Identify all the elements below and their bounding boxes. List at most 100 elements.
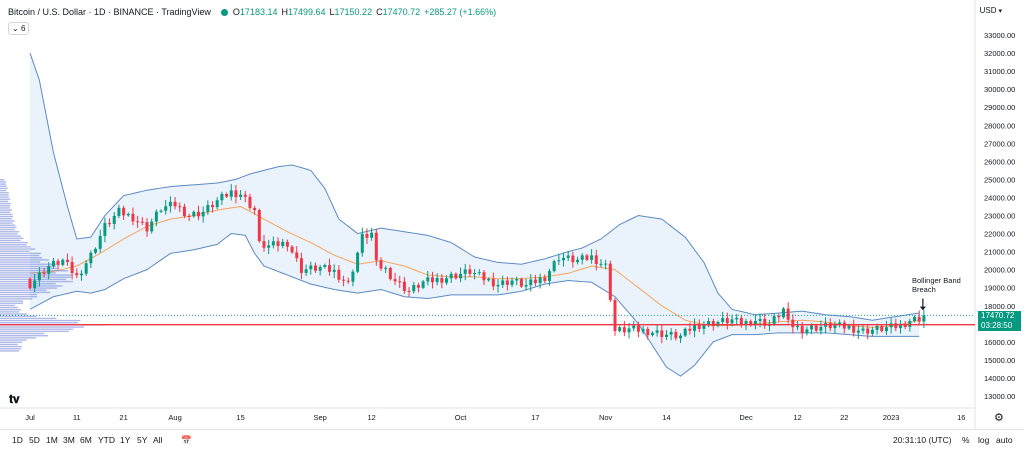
tradingview-logo-icon: 𝐭𝐯 (9, 392, 20, 406)
auto-scale-toggle[interactable]: auto (996, 435, 1013, 445)
candle-body (318, 267, 322, 271)
candle (28, 277, 32, 290)
candle (112, 212, 116, 230)
high-value: 17499.64 (287, 7, 326, 17)
x-tick-label: Oct (455, 413, 468, 422)
gear-icon[interactable]: ⚙ (994, 412, 1004, 424)
candle-body (739, 317, 743, 326)
countdown-tag: 03:28:50 (978, 321, 1021, 331)
candle (491, 272, 495, 291)
candle-body (594, 255, 598, 265)
candle-body (763, 318, 767, 326)
x-tick-label: Aug (168, 413, 181, 422)
candle (337, 265, 341, 283)
candle (131, 207, 135, 226)
candle (70, 256, 74, 280)
candle (898, 320, 902, 334)
candle-body (501, 280, 505, 285)
volume-profile-bar (0, 200, 9, 203)
candle (650, 331, 654, 337)
currency-selector[interactable]: USD (980, 6, 1002, 15)
volume-profile-bar (0, 218, 12, 220)
volume-profile-bar (0, 348, 21, 350)
timeframe-5y[interactable]: 5Y (137, 435, 148, 445)
timeframe-1y[interactable]: 1Y (120, 435, 131, 445)
candle (604, 259, 608, 270)
utc-clock[interactable]: 20:31:10 (UTC) (893, 435, 952, 445)
candle (276, 237, 280, 252)
candle (370, 228, 374, 241)
candle (356, 251, 360, 274)
volume-profile-bar (0, 339, 27, 341)
indicator-collapse-button[interactable]: ⌄ 6 (8, 22, 30, 35)
volume-profile-bar (0, 222, 13, 224)
candle (477, 269, 481, 276)
x-tick-label: Jul (25, 413, 35, 422)
candle-body (168, 201, 172, 207)
calendar-icon[interactable]: 📅 (181, 435, 192, 445)
symbol-title: Bitcoin / U.S. Dollar · 1D · BINANCE · T… (8, 7, 211, 17)
timeframe-all[interactable]: All (153, 435, 163, 445)
bollinger-breach-annotation: Bollinger Band Breach (912, 276, 961, 294)
percent-scale-toggle[interactable]: % (962, 435, 970, 445)
timeframe-3m[interactable]: 3M (63, 435, 75, 445)
candle-body (468, 269, 472, 274)
volume-profile-bar (0, 326, 84, 328)
candle-body (922, 315, 926, 322)
candle (669, 328, 673, 341)
candle (842, 320, 846, 334)
timeframe-5d[interactable]: 5D (29, 435, 40, 445)
candle (225, 192, 229, 199)
candle-body (477, 272, 481, 274)
candle (463, 263, 467, 281)
candle-body (781, 308, 785, 318)
candle (281, 238, 285, 249)
candle (608, 260, 612, 303)
candle-body (346, 280, 350, 282)
timeframe-ytd[interactable]: YTD (98, 435, 115, 445)
volume-profile-bar (0, 265, 56, 268)
candle-body (833, 325, 837, 329)
x-tick-label: 21 (119, 413, 127, 422)
timeframe-1d[interactable]: 1D (12, 435, 23, 445)
candle-body (796, 325, 800, 328)
candle-body (515, 279, 519, 281)
volume-profile-bar (0, 341, 23, 343)
candle (856, 325, 860, 339)
y-tick-label: 14000.00 (984, 374, 1015, 383)
timeframe-6m[interactable]: 6M (80, 435, 92, 445)
candle-body (870, 329, 874, 334)
candle (618, 325, 622, 333)
candle (430, 271, 434, 289)
candle-body (683, 328, 687, 336)
volume-profile-bar (0, 289, 47, 291)
candle (304, 264, 308, 276)
timeframe-1m[interactable]: 1M (46, 435, 58, 445)
candle (613, 297, 617, 336)
candle-body (557, 260, 561, 262)
indicator-count: 6 (20, 24, 26, 33)
candle (154, 209, 158, 227)
candle-body (917, 316, 921, 322)
candle-body (908, 321, 912, 327)
candle-body (253, 207, 257, 211)
candle-body (271, 241, 275, 246)
candle-body (229, 190, 233, 197)
y-tick-label: 13000.00 (984, 392, 1015, 401)
candle-body (721, 318, 725, 322)
candle-body (178, 206, 182, 208)
log-scale-toggle[interactable]: log (978, 435, 990, 445)
x-tick-label: 22 (840, 413, 848, 422)
candle (566, 250, 570, 261)
volume-profile-bar (0, 239, 21, 242)
volume-profile-bar (0, 259, 49, 261)
volume-profile-bar (0, 233, 18, 235)
candle (590, 249, 594, 264)
candle-body (309, 265, 313, 270)
candle-body (239, 194, 243, 197)
candle (838, 319, 842, 328)
candle-body (416, 285, 420, 288)
candle (37, 267, 41, 287)
volume-profile-bar (0, 250, 30, 252)
